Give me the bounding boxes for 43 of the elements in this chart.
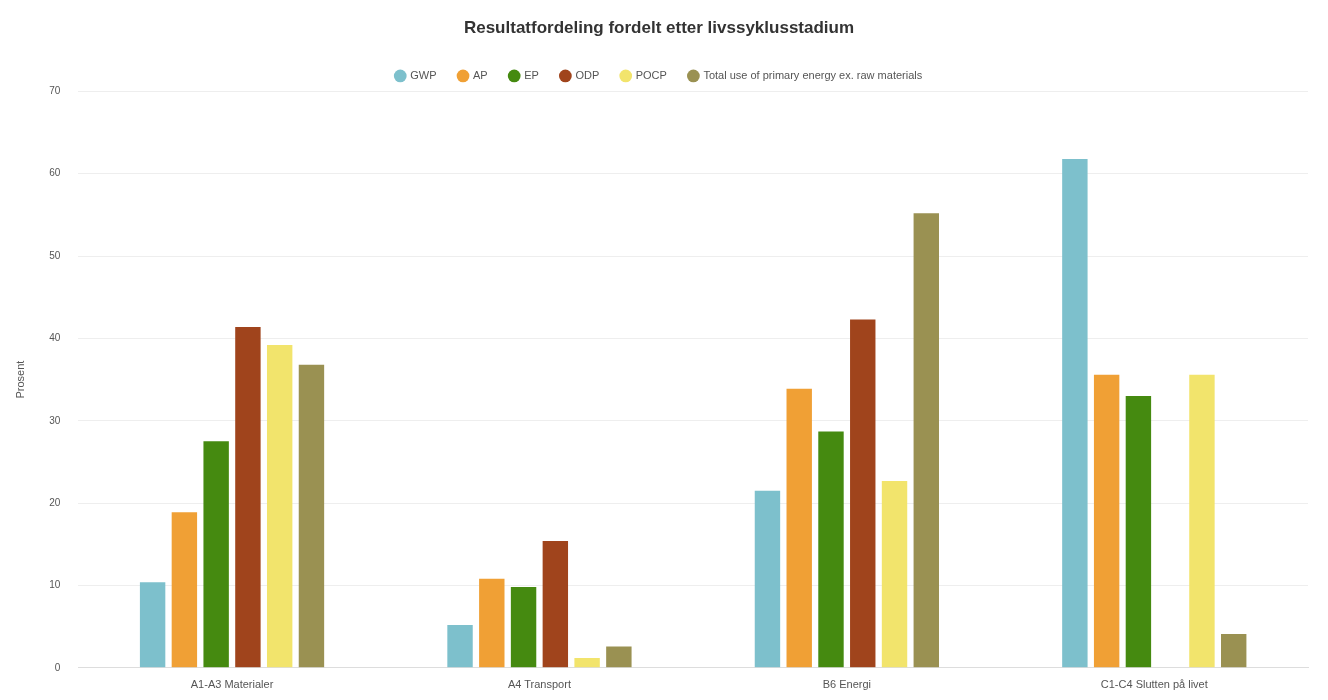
bar bbox=[447, 624, 473, 668]
y-tick-label: 20 bbox=[49, 496, 61, 508]
y-axis-title: Prosent bbox=[13, 360, 26, 399]
legend-label: POCP bbox=[635, 68, 667, 81]
legend-label: AP bbox=[473, 68, 488, 81]
y-tick-label: 40 bbox=[49, 332, 61, 344]
bar bbox=[818, 431, 844, 668]
y-tick-label: 0 bbox=[54, 661, 61, 673]
legend-label: GWP bbox=[410, 68, 437, 81]
bar bbox=[913, 213, 939, 668]
bar bbox=[203, 441, 229, 668]
bar bbox=[510, 587, 537, 668]
bar bbox=[298, 364, 325, 668]
bar bbox=[1093, 374, 1120, 668]
x-tick-label: B6 Energi bbox=[822, 678, 872, 691]
bar bbox=[266, 345, 293, 668]
bar bbox=[171, 512, 198, 668]
bar bbox=[881, 480, 908, 668]
y-tick-label: 70 bbox=[49, 85, 61, 97]
bar bbox=[235, 326, 261, 668]
bar bbox=[1062, 158, 1088, 668]
bar bbox=[139, 582, 166, 668]
bar bbox=[1125, 396, 1152, 668]
bar bbox=[606, 646, 632, 668]
bar bbox=[754, 490, 781, 668]
legend-label: EP bbox=[524, 68, 539, 81]
bar bbox=[1189, 374, 1215, 668]
y-tick-label: 30 bbox=[49, 414, 61, 426]
x-tick-label: C1-C4 Slutten på livet bbox=[1100, 678, 1208, 691]
y-tick-label: 50 bbox=[49, 249, 61, 261]
bar bbox=[574, 657, 600, 668]
x-tick-label: A4 Transport bbox=[507, 678, 571, 691]
bar bbox=[850, 319, 876, 668]
y-tick-label: 60 bbox=[49, 167, 61, 179]
legend-label: Total use of primary energy ex. raw materials bbox=[703, 68, 923, 81]
bar bbox=[542, 540, 569, 668]
bar bbox=[1221, 634, 1247, 668]
chart-title: Resultatfordeling fordelt etter livssyklusstadium bbox=[463, 17, 855, 37]
x-tick-label: A1-A3 Materialer bbox=[190, 678, 274, 691]
bar bbox=[786, 388, 812, 668]
legend-label: ODP bbox=[575, 68, 600, 81]
y-tick-label: 10 bbox=[49, 579, 61, 591]
bar bbox=[479, 578, 505, 668]
